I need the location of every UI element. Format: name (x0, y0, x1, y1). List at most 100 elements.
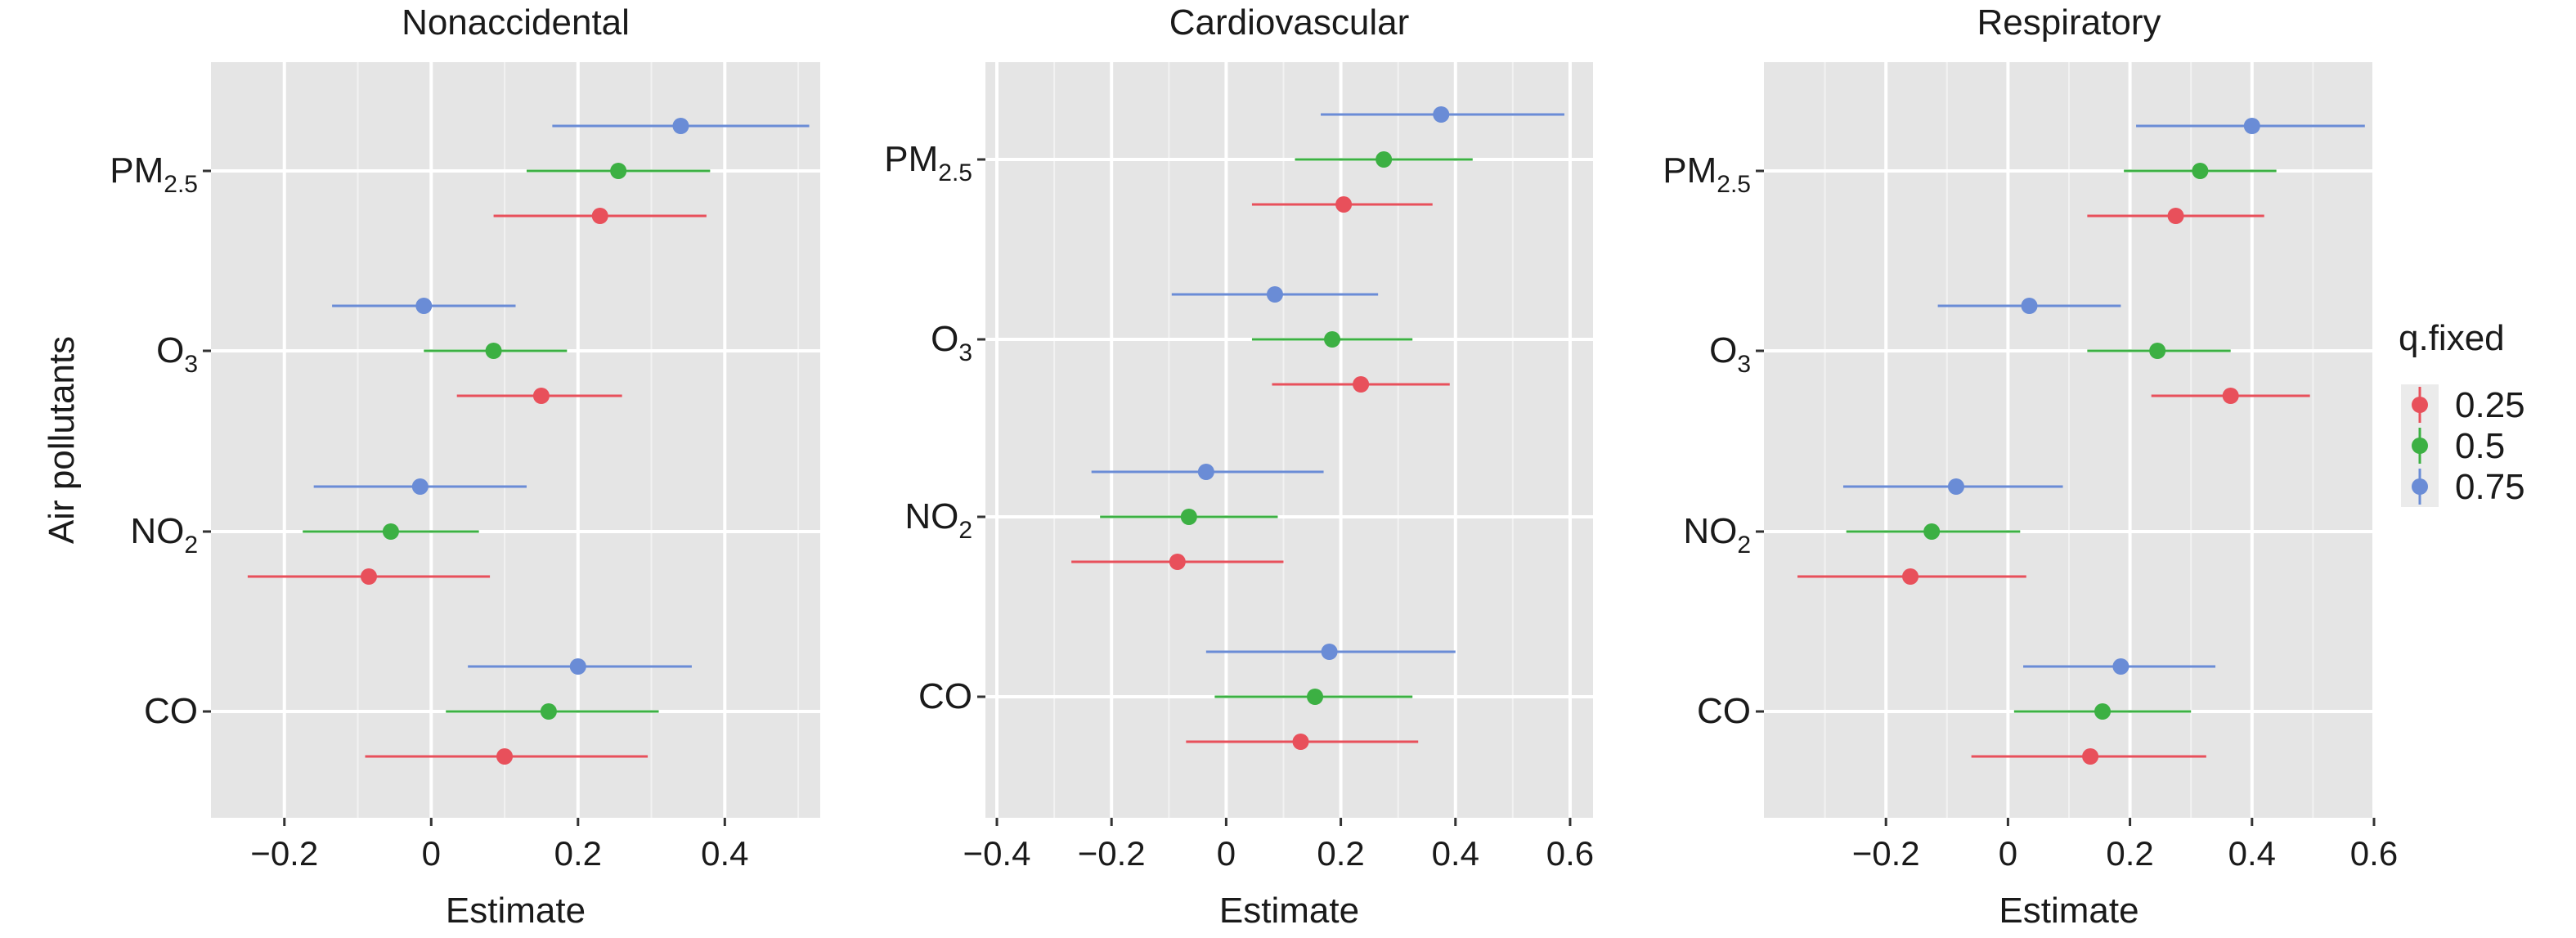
y-tick-label: PM2.5 (884, 139, 972, 186)
legend-key-point (2412, 397, 2428, 413)
panel-title: Cardiovascular (1169, 2, 1409, 43)
data-point (2149, 343, 2166, 359)
legend-key-point (2412, 438, 2428, 454)
data-point (1902, 568, 1919, 585)
x-tick-label: 0.2 (2106, 834, 2153, 873)
data-point (1324, 331, 1341, 348)
data-point (1923, 523, 1941, 540)
y-tick-label-base: PM (110, 150, 164, 191)
data-point (360, 568, 377, 585)
y-tick-label-base: PM (1663, 150, 1717, 191)
data-point (1266, 286, 1283, 303)
y-tick-label: CO (918, 676, 972, 716)
x-tick-label: 0.4 (2228, 834, 2276, 873)
data-point (2243, 118, 2260, 134)
y-tick-label-subscript: 2.5 (1717, 171, 1751, 198)
x-tick-label: 0 (1999, 834, 2017, 873)
y-tick-label-base: CO (1697, 691, 1751, 731)
data-point (2167, 208, 2184, 224)
y-tick-label: O3 (931, 319, 972, 366)
y-tick-label-subscript: 2 (184, 532, 198, 559)
y-tick-label: NO2 (904, 496, 972, 544)
panel-respiratory: Respiratory −0.2 0 0.2 0.4 0.6 Estimate PM2.5 O3… (1663, 2, 2398, 931)
panel-background (985, 62, 1593, 818)
x-tick-label: 0.6 (2350, 834, 2398, 873)
data-point (610, 163, 627, 179)
data-point (2082, 748, 2099, 765)
y-tick-label-subscript: 2 (958, 517, 972, 544)
legend-key-point (2412, 478, 2428, 495)
x-tick-label: −0.2 (250, 834, 318, 873)
x-tick-label: 0.4 (701, 834, 748, 873)
data-point (496, 748, 514, 765)
legend-label: 0.25 (2455, 385, 2525, 425)
y-tick-label: O3 (1709, 330, 1751, 378)
data-point (2192, 163, 2209, 179)
x-tick-label: −0.4 (963, 834, 1031, 873)
y-tick-label: O3 (156, 330, 198, 378)
y-tick-label: NO2 (130, 511, 198, 559)
x-axis-label: Estimate (1999, 891, 2138, 931)
data-point (2112, 658, 2129, 675)
data-point (569, 658, 586, 675)
x-tick-label: 0.2 (554, 834, 602, 873)
data-point (540, 703, 557, 720)
panel-nonaccidental: Nonaccidental −0.2 0 0.2 0.4 Estimate PM2.5 O3 N… (110, 2, 820, 931)
y-tick-label-base: CO (144, 691, 198, 731)
legend: q.fixed 0.250.50.75 (2399, 318, 2525, 507)
data-point (2094, 703, 2112, 720)
data-point (411, 478, 429, 495)
data-point (1947, 478, 1964, 495)
data-point (1292, 734, 1309, 750)
data-point (1335, 196, 1353, 213)
y-tick-label-base: NO (1683, 511, 1737, 551)
data-point (1433, 106, 1450, 123)
y-tick-label-base: NO (130, 511, 184, 551)
x-axis-label: Estimate (1219, 891, 1359, 931)
y-tick-label: CO (1697, 691, 1751, 731)
y-tick-label-subscript: 2.5 (164, 171, 198, 198)
data-point (1180, 509, 1197, 525)
y-tick-label-base: O (156, 330, 184, 370)
data-point (415, 298, 433, 314)
y-tick-label-subscript: 2.5 (938, 159, 972, 186)
x-tick-label: 0 (1217, 834, 1236, 873)
x-tick-label: 0.6 (1546, 834, 1594, 873)
legend-label: 0.75 (2455, 467, 2525, 507)
data-point (485, 343, 502, 359)
data-point (1321, 644, 1338, 660)
x-tick-label: 0 (422, 834, 441, 873)
data-point (532, 388, 550, 404)
panel-cardiovascular: Cardiovascular −0.4 −0.2 0 0.2 0.4 0.6 Estimate… (884, 2, 1594, 931)
data-point (1169, 554, 1186, 570)
y-tick-label: CO (144, 691, 198, 731)
x-tick-label: −0.2 (1078, 834, 1146, 873)
y-tick-label-subscript: 3 (184, 351, 198, 378)
data-point (591, 208, 608, 224)
data-point (672, 118, 689, 134)
y-tick-label-base: PM (884, 139, 938, 179)
panel-title: Nonaccidental (402, 2, 630, 43)
y-tick-label-base: O (931, 319, 958, 359)
x-tick-label: −0.2 (1852, 834, 1920, 873)
data-point (1353, 376, 1370, 393)
x-axis-label: Estimate (446, 891, 586, 931)
data-point (2222, 388, 2239, 404)
data-point (1307, 689, 1324, 705)
y-tick-label: PM2.5 (1663, 150, 1751, 198)
y-axis-label: Air pollutants (42, 336, 82, 544)
data-point (1376, 151, 1393, 168)
y-tick-label: NO2 (1683, 511, 1751, 559)
legend-title: q.fixed (2399, 318, 2505, 358)
panel-background (211, 62, 820, 818)
y-tick-label-subscript: 3 (1737, 351, 1751, 378)
legend-label: 0.5 (2455, 426, 2505, 466)
y-tick-label: PM2.5 (110, 150, 198, 198)
y-tick-label-base: O (1709, 330, 1737, 370)
data-point (2021, 298, 2038, 314)
y-tick-label-base: CO (918, 676, 972, 716)
y-tick-label-subscript: 2 (1737, 532, 1751, 559)
x-tick-label: 0.4 (1432, 834, 1479, 873)
data-point (382, 523, 399, 540)
